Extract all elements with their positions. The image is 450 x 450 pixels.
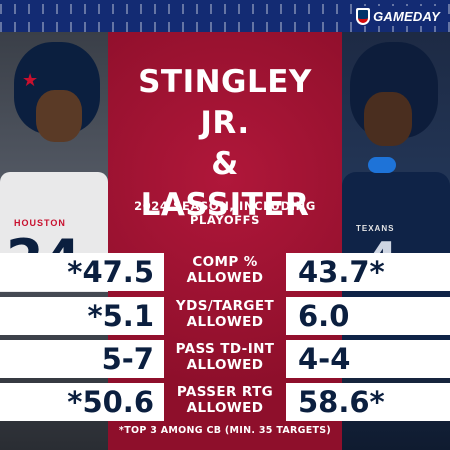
- jersey-word-left: HOUSTON: [14, 218, 66, 228]
- title-line-2: &: [211, 146, 239, 182]
- title-line-1: STINGLEY JR.: [138, 64, 312, 141]
- stat-label-line2: ALLOWED: [186, 314, 264, 330]
- stat-value-left: *5.1: [0, 297, 164, 335]
- stat-label-line1: PASS TD-INT: [175, 341, 275, 357]
- stat-row-passer-rtg: *50.6 PASSER RTG ALLOWED 58.6*: [0, 383, 450, 421]
- stat-label-line1: COMP %: [192, 254, 258, 270]
- texans-helmet-logo-icon: ★: [22, 70, 39, 90]
- stat-row-yds-target: *5.1 YDS/TARGET ALLOWED 6.0: [0, 297, 450, 335]
- stat-label-line1: YDS/TARGET: [175, 298, 275, 314]
- stat-label-line2: ALLOWED: [186, 270, 264, 286]
- stat-label-line1: PASSER RTG: [176, 384, 274, 400]
- stat-row-comp-pct: *47.5 COMP % ALLOWED 43.7*: [0, 253, 450, 291]
- stat-label: PASSER RTG ALLOWED: [164, 384, 286, 416]
- jersey-word-right: TEXANS: [356, 224, 395, 233]
- stat-value-left: *50.6: [0, 383, 164, 421]
- mouthguard: [368, 157, 396, 173]
- stat-value-right: 43.7*: [286, 253, 450, 291]
- subtitle: 2024 SEASON, INCLUDING PLAYOFFS: [134, 199, 316, 227]
- title-line-3: LASSITER: [140, 187, 310, 223]
- stat-label: YDS/TARGET ALLOWED: [164, 298, 286, 330]
- stat-label: COMP % ALLOWED: [164, 254, 286, 286]
- nfl-gameday-logo: GAMEDAY: [352, 6, 444, 26]
- stat-value-right: 6.0: [286, 297, 450, 335]
- stat-label: PASS TD-INT ALLOWED: [164, 341, 286, 373]
- logo-text: GAMEDAY: [373, 8, 440, 24]
- page-title: STINGLEY JR. & LASSITER: [108, 62, 342, 226]
- stat-value-left: *47.5: [0, 253, 164, 291]
- stat-value-left: 5-7: [0, 340, 164, 378]
- stat-value-right: 58.6*: [286, 383, 450, 421]
- player-face-left: [36, 90, 82, 142]
- stat-value-right: 4-4: [286, 340, 450, 378]
- footnote: *TOP 3 AMONG CB (MIN. 35 TARGETS): [118, 425, 332, 436]
- stat-label-line2: ALLOWED: [186, 400, 264, 416]
- stat-row-td-int: 5-7 PASS TD-INT ALLOWED 4-4: [0, 340, 450, 378]
- player-face-right: [364, 92, 412, 146]
- stat-label-line2: ALLOWED: [186, 357, 264, 373]
- center-panel: [108, 32, 342, 450]
- nfl-shield-icon: [356, 7, 371, 25]
